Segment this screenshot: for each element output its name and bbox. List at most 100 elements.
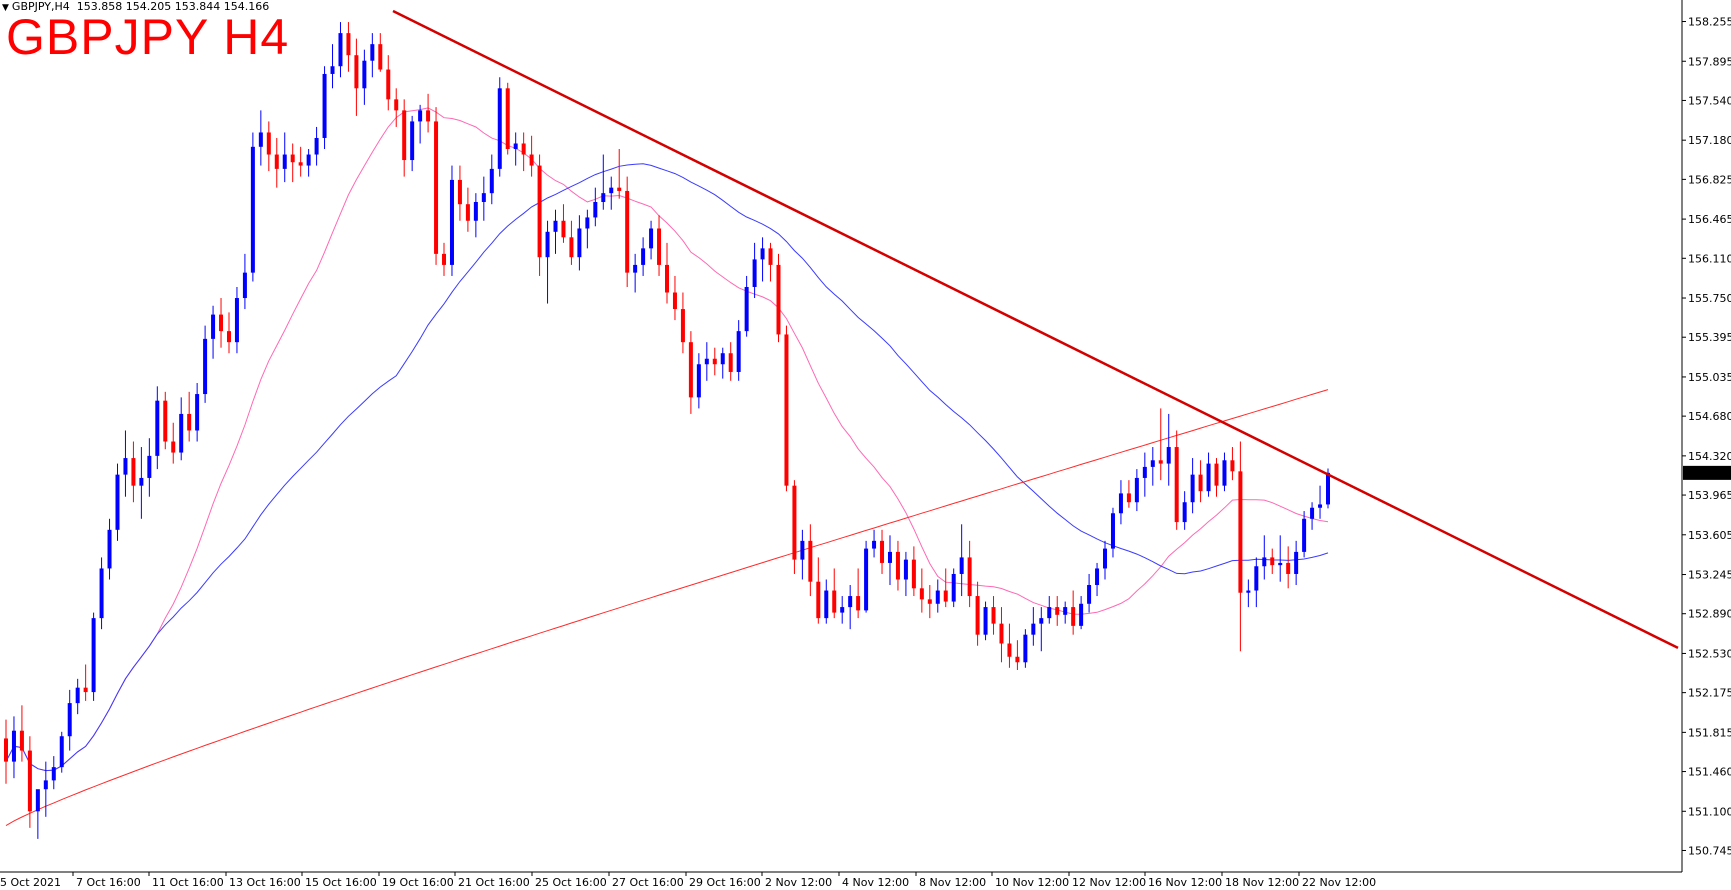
candle-body: [887, 551, 892, 563]
candle-body: [1238, 471, 1243, 593]
candle: [266, 121, 271, 172]
current-price-label: 154.166: [1683, 465, 1731, 480]
candle-body: [1023, 634, 1028, 663]
candle: [99, 557, 104, 630]
candle: [672, 275, 677, 321]
candle-body: [999, 623, 1004, 644]
candle-body: [1134, 477, 1139, 503]
candle: [386, 55, 391, 111]
candle: [935, 579, 940, 613]
time-tick-label: 18 Nov 12:00: [1225, 876, 1299, 889]
candle: [75, 678, 80, 715]
candle: [927, 585, 932, 619]
candle: [147, 438, 152, 497]
candle-body: [123, 458, 128, 475]
candle: [1118, 480, 1123, 525]
candle-body: [1326, 472, 1330, 505]
candle-body: [1206, 463, 1211, 492]
candle-body: [1278, 562, 1283, 566]
candle-body: [696, 364, 701, 398]
candle-body: [115, 474, 120, 530]
candle: [641, 237, 646, 276]
candle: [704, 342, 709, 381]
candle: [1047, 596, 1052, 624]
price-tick-label: 153.965: [1688, 489, 1731, 502]
candle-body: [1039, 618, 1044, 624]
candle-body: [314, 137, 319, 155]
candle: [426, 93, 431, 133]
candle: [171, 422, 176, 464]
candle-body: [35, 789, 40, 812]
time-tick-label: 27 Oct 16:00: [612, 876, 684, 889]
candle: [1270, 548, 1275, 574]
candle: [242, 253, 247, 310]
candle: [1063, 601, 1068, 624]
candle: [11, 716, 16, 779]
candle: [617, 149, 622, 199]
candle-body: [274, 154, 279, 169]
candle: [975, 581, 980, 646]
candle: [1262, 535, 1267, 580]
candle-body: [1095, 568, 1100, 586]
candle-body: [91, 618, 96, 693]
candle: [1039, 607, 1044, 652]
candle-body: [1270, 557, 1275, 566]
price-tick-label: 153.245: [1688, 569, 1731, 582]
ma-slow-line: [5, 389, 1329, 827]
candle-body: [505, 88, 510, 150]
candle: [91, 612, 96, 701]
candle-body: [1198, 474, 1203, 492]
candle-body: [816, 581, 821, 619]
candle-body: [657, 228, 662, 265]
candle: [601, 154, 606, 210]
candle-body: [633, 264, 638, 273]
candle-body: [521, 143, 526, 155]
candle-body: [1087, 585, 1092, 604]
candle: [282, 132, 287, 183]
candle: [752, 242, 757, 299]
time-tick-label: 8 Nov 12:00: [919, 876, 986, 889]
candle: [27, 736, 32, 828]
candle: [155, 386, 160, 470]
candle: [744, 275, 749, 337]
price-tick-label: 153.605: [1688, 529, 1731, 542]
candle: [234, 286, 239, 354]
candle-body: [537, 165, 542, 258]
candle: [298, 146, 303, 177]
candle-body: [1294, 551, 1299, 574]
candle-body: [489, 168, 494, 194]
candle-body: [449, 179, 454, 265]
candle-body: [569, 237, 574, 258]
candle: [1310, 502, 1315, 530]
dropdown-arrow-icon[interactable]: ▼: [2, 3, 9, 13]
candle: [394, 88, 399, 127]
candle-body: [872, 540, 877, 549]
candle-body: [378, 44, 383, 70]
candle-body: [434, 121, 439, 254]
price-tick-label: 152.890: [1688, 608, 1731, 621]
candle-body: [4, 738, 8, 762]
candle-body: [1318, 504, 1323, 508]
candle: [354, 38, 359, 116]
candle-body: [513, 143, 518, 150]
candle-body: [1007, 643, 1012, 657]
candle-body: [75, 687, 80, 704]
candle: [1142, 452, 1147, 497]
candle-body: [242, 272, 247, 299]
candle: [51, 756, 56, 790]
time-tick-label: 4 Nov 12:00: [842, 876, 909, 889]
candle-body: [1166, 447, 1171, 464]
candle-body: [712, 358, 717, 365]
candle: [999, 607, 1004, 663]
candle-body: [1118, 493, 1123, 514]
candle: [577, 215, 582, 271]
price-tick-label: 156.465: [1688, 213, 1731, 226]
candle-body: [187, 413, 192, 431]
candle: [1087, 573, 1092, 613]
candle: [163, 391, 168, 450]
candle-body: [1158, 460, 1163, 464]
candle: [250, 132, 255, 282]
candle-body: [266, 132, 271, 155]
candle: [1023, 629, 1028, 668]
